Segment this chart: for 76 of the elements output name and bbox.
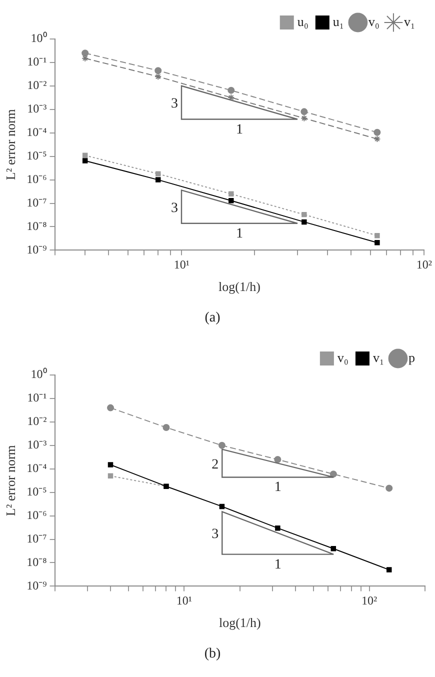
point [302, 212, 307, 218]
y-tick-label: 10⁻⁶ [26, 508, 47, 522]
y-tick-label: 10⁻² [27, 78, 48, 92]
y-tick-label: 10⁻³ [27, 102, 48, 116]
point [330, 470, 337, 478]
legend-label: p [408, 350, 415, 365]
x-tick-label: 10² [361, 594, 378, 608]
y-tick-label: 10⁻⁴ [26, 461, 47, 476]
legend-label: v₁ [372, 350, 384, 365]
legend-label: u₀ [297, 14, 308, 29]
y-tick-label: 10⁰ [30, 31, 47, 46]
point [218, 442, 226, 449]
point [82, 152, 88, 158]
point [108, 473, 114, 479]
y-tick-label: 10⁻¹ [27, 54, 48, 69]
point [300, 114, 308, 122]
point [275, 525, 280, 531]
x-axis-title: log(1/h) [218, 614, 261, 630]
annotation: 3 [212, 526, 219, 542]
point [162, 424, 170, 431]
point [300, 108, 308, 116]
point [155, 171, 161, 176]
y-tick-label: 10⁻² [27, 414, 48, 428]
y-tick-label: 10⁻⁷ [26, 195, 47, 210]
text: (b) [204, 646, 221, 662]
point [228, 86, 235, 94]
x-axis-title: log(1/h) [218, 278, 260, 294]
point [82, 158, 88, 164]
y-tick-label: 10⁻⁸ [26, 554, 47, 569]
point [274, 456, 282, 464]
point [228, 191, 234, 197]
point [228, 198, 234, 204]
y-tick-label: 10⁻⁸ [26, 218, 47, 233]
y-axis-title: L² error norm [3, 109, 18, 180]
annotation: 1 [236, 122, 243, 138]
legend-label: u₁ [332, 14, 344, 29]
point [374, 135, 381, 142]
text: (a) [204, 310, 221, 326]
y-tick-label: 10⁻¹ [27, 390, 48, 405]
y-tick-label: 10⁻⁹ [26, 242, 47, 256]
point [154, 73, 162, 80]
point [374, 128, 381, 136]
point [330, 546, 336, 552]
x-tick-label: 10¹ [174, 258, 190, 272]
annotation: 2 [212, 457, 219, 472]
point [82, 50, 89, 57]
y-tick-label: 10⁻⁴ [26, 125, 47, 140]
x-tick-label: 10¹ [176, 594, 192, 608]
point [374, 240, 380, 246]
y-tick-label: 10⁰ [30, 367, 47, 382]
annotation: 3 [170, 200, 178, 216]
point [302, 219, 307, 225]
point [154, 67, 162, 74]
annotation: 1 [236, 226, 243, 242]
y-tick-label: 10⁻⁷ [26, 531, 47, 546]
y-tick-label: 10⁻⁹ [26, 578, 47, 592]
point [386, 484, 393, 492]
point [155, 177, 161, 182]
point [219, 504, 225, 510]
point [82, 54, 89, 62]
point [374, 232, 380, 238]
y-tick-label: 10⁻⁵ [26, 148, 47, 162]
annotation: 1 [274, 557, 282, 572]
y-tick-label: 10⁻⁶ [26, 172, 47, 186]
annotation: 3 [170, 96, 178, 112]
legend-label: v₁ [404, 14, 416, 29]
x-tick-label: 10² [416, 258, 432, 272]
y-axis-title: L² error norm [3, 445, 18, 516]
point [386, 567, 392, 572]
point [107, 404, 114, 412]
legend-label: v₀ [337, 350, 348, 365]
y-tick-label: 10⁻³ [27, 438, 48, 452]
y-tick-label: 10⁻⁵ [26, 484, 47, 498]
annotation: 1 [274, 480, 282, 496]
legend-label: v₀ [368, 14, 380, 29]
point [108, 462, 114, 468]
